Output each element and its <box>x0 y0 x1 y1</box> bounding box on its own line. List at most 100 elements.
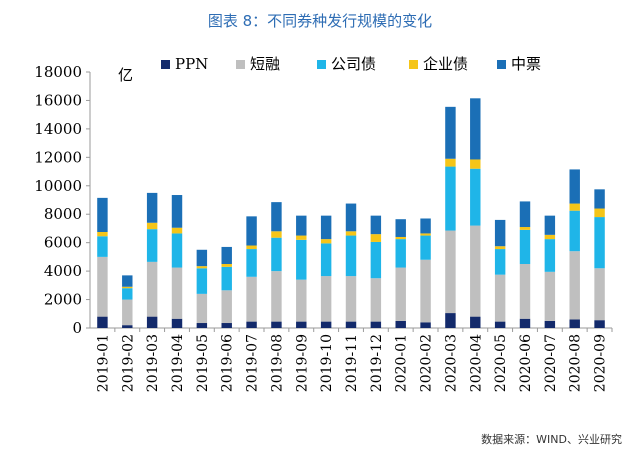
y-tick-label: 0 <box>72 319 82 337</box>
bar-segment <box>519 201 531 228</box>
bar-segment <box>345 321 357 328</box>
bar-segment <box>370 234 382 242</box>
legend-swatch <box>161 60 170 69</box>
x-tick-label: 2020-01 <box>394 334 410 392</box>
bar-segment <box>494 274 506 322</box>
bar-segment <box>345 203 357 232</box>
bar-segment <box>569 210 580 252</box>
x-tick-label: 2020-08 <box>568 334 584 392</box>
x-tick-label: 2019-03 <box>145 334 161 392</box>
bar-segment <box>445 106 456 159</box>
bar-segment <box>122 299 133 326</box>
bar-segment <box>445 166 456 231</box>
bar-segment <box>594 208 605 218</box>
bar-segment <box>271 202 282 232</box>
bar-segment <box>246 245 257 250</box>
x-tick-label: 2020-07 <box>543 334 559 392</box>
bar-segment <box>370 321 382 328</box>
bar-segment <box>122 325 133 328</box>
bar-segment <box>171 227 183 234</box>
bar-segment <box>470 225 481 317</box>
bar-segment <box>246 249 257 277</box>
bar-segment <box>519 229 531 264</box>
bars <box>97 98 605 328</box>
bar-segment <box>146 222 158 230</box>
bar-segment <box>445 158 456 167</box>
bar-segment <box>97 232 108 237</box>
x-tick-label: 2019-04 <box>170 334 186 392</box>
bar-segment <box>97 256 108 317</box>
legend-label: 短融 <box>250 55 280 73</box>
y-tick-label: 4000 <box>44 262 82 280</box>
x-tick-label: 2019-06 <box>220 334 236 392</box>
bar-segment <box>494 249 506 275</box>
x-tick-label: 2019-02 <box>120 334 136 392</box>
bar-segment <box>345 276 357 322</box>
bar-segment <box>370 215 382 235</box>
legend-swatch <box>497 60 506 69</box>
bar-segment <box>320 243 332 277</box>
bar-segment <box>296 235 307 240</box>
legend-label: PPN <box>175 55 208 73</box>
bar-segment <box>146 261 158 317</box>
y-tick-label: 16000 <box>34 91 82 109</box>
bar-segment <box>320 215 332 240</box>
x-tick-label: 2020-05 <box>493 334 509 392</box>
bar-segment <box>246 321 257 328</box>
bar-segment <box>196 268 208 294</box>
legend-label: 中票 <box>511 55 541 73</box>
bar-segment <box>395 219 406 237</box>
bar-segment <box>420 218 431 234</box>
bar-segment <box>296 279 307 322</box>
bar-segment <box>594 217 605 269</box>
x-tick-label: 2020-09 <box>593 334 609 392</box>
x-tick-label: 2019-05 <box>195 334 211 392</box>
y-tick-label: 18000 <box>34 63 82 81</box>
bar-segment <box>519 318 531 328</box>
bar-segment <box>594 268 605 321</box>
x-tick-label: 2019-08 <box>269 334 285 392</box>
bar-segment <box>320 239 332 244</box>
bar-segment <box>196 266 208 269</box>
bar-segment <box>544 271 556 321</box>
bar-segment <box>544 215 556 235</box>
bar-segment <box>594 189 605 209</box>
bar-segment <box>544 234 556 240</box>
bar-segment <box>122 288 133 300</box>
x-tick-label: 2019-07 <box>245 334 261 392</box>
bar-segment <box>146 316 158 328</box>
y-tick-label: 10000 <box>34 177 82 195</box>
bar-segment <box>569 169 580 204</box>
bar-segment <box>370 241 382 279</box>
bar-segment <box>221 266 232 291</box>
y-tick-label: 6000 <box>44 234 82 252</box>
bar-segment <box>196 323 208 328</box>
bar-segment <box>494 246 506 250</box>
bar-segment <box>494 219 506 247</box>
bar-segment <box>445 313 456 328</box>
x-tick-label: 2019-01 <box>95 334 111 392</box>
bar-segment <box>569 251 580 320</box>
legend-swatch <box>409 60 418 69</box>
bar-segment <box>122 275 133 287</box>
y-unit-label: 亿 <box>118 66 133 84</box>
labels: 0 2000 4000 6000 8000 10000 12000 14000 16000 180… <box>34 63 608 392</box>
bar-segment <box>97 316 108 328</box>
bar-segment <box>122 286 133 289</box>
legend: PPN 短融 公司债 企业债 中票 <box>161 55 541 73</box>
bar-segment <box>271 231 282 238</box>
bar-segment <box>395 320 406 328</box>
y-tick-label: 2000 <box>44 291 82 309</box>
bar-segment <box>271 237 282 272</box>
bar-segment <box>420 233 431 236</box>
bar-segment <box>395 239 406 268</box>
bar-segment <box>470 316 481 328</box>
legend-swatch <box>236 60 245 69</box>
legend-label: 公司债 <box>331 55 376 73</box>
bar-segment <box>97 197 108 232</box>
bar-segment <box>420 322 431 328</box>
bar-segment <box>296 215 307 236</box>
bar-segment <box>296 239 307 280</box>
bar-segment <box>146 229 158 262</box>
bar-segment <box>320 276 332 322</box>
